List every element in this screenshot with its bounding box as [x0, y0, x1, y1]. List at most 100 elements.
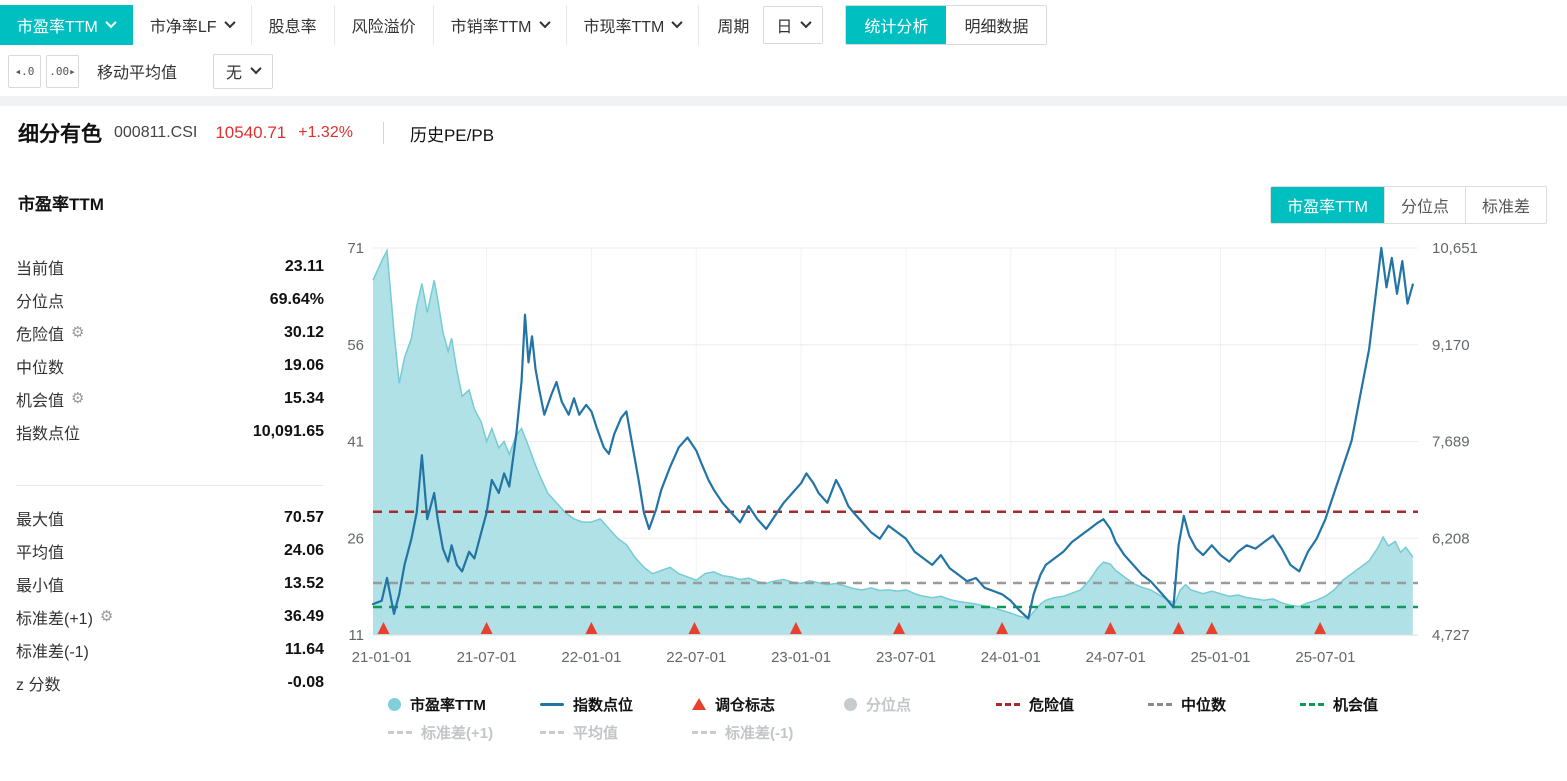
svg-text:4,727: 4,727 — [1432, 627, 1470, 644]
svg-text:7,689: 7,689 — [1432, 434, 1470, 451]
gear-icon[interactable]: ⚙ — [71, 390, 85, 407]
legend-dash-swatch — [996, 702, 1020, 706]
svg-text:56: 56 — [347, 337, 364, 354]
metric-tab-label: 股息率 — [268, 19, 317, 36]
stat-value: -0.08 — [287, 673, 324, 691]
pe-chart[interactable]: 71 10,651 56 9,170 41 7,689 26 6,208 11 4,727 21-0… — [330, 240, 1515, 672]
svg-text:26: 26 — [347, 530, 364, 547]
stat-row: 最大值 70.57 — [16, 501, 324, 534]
legend-label: 指数点位 — [573, 696, 634, 714]
metric-tab-2[interactable]: 市净率LF — [132, 5, 252, 45]
chart-legend: 市盈率TTM 指数点位 调仓标志 分位点 危险值 中位数 机会值标准差(+1) 平均值 标准差(… — [388, 690, 1473, 746]
svg-text:21-01-01: 21-01-01 — [352, 649, 412, 666]
stat-label-text: 平均值 — [16, 544, 65, 562]
metric-tab-3[interactable]: 股息率 — [251, 5, 335, 45]
view-tab-1[interactable]: 统计分析 — [846, 6, 947, 44]
metric-tab-1[interactable]: 市盈率TTM — [0, 5, 133, 45]
stat-row: 标准差(-1) 11.64 — [16, 633, 324, 666]
legend-label: 标准差(+1) — [421, 724, 494, 742]
svg-text:23-01-01: 23-01-01 — [771, 649, 831, 666]
stat-label-text: 最大值 — [16, 511, 65, 529]
stat-label-text: 危险值 — [16, 326, 65, 344]
view-tabs-group: 统计分析 明细数据 — [845, 5, 1048, 45]
stat-value: 10,091.65 — [252, 422, 324, 440]
stat-label: 机会值 ⚙ — [16, 387, 84, 411]
stat-value: 69.64% — [269, 290, 324, 308]
legend-line-swatch — [540, 702, 564, 706]
stat-label: z 分数 — [16, 671, 60, 695]
stat-row: z 分数 -0.08 — [16, 666, 324, 699]
moving-average-select[interactable]: 无 — [213, 53, 274, 89]
divider — [382, 122, 384, 144]
index-name: 细分有色 — [18, 123, 102, 146]
legend-circle-swatch — [388, 697, 401, 711]
legend-label: 标准差(-1) — [725, 724, 794, 742]
section-tab-3[interactable]: 标准差 — [1464, 187, 1546, 223]
index-change: +1.32% — [298, 124, 353, 141]
stat-row: 最小值 13.52 — [16, 567, 324, 600]
metric-tab-label: 市销率TTM — [450, 19, 532, 36]
view-tab-2[interactable]: 明细数据 — [946, 6, 1047, 44]
metric-tabs-group: 市盈率TTM 市净率LF 股息率 风险溢价 市销率TTM 市现率TTM — [0, 5, 700, 45]
legend-dash-swatch — [388, 730, 412, 734]
metric-tab-5[interactable]: 市销率TTM — [433, 5, 567, 45]
legend-item-1[interactable]: 市盈率TTM — [388, 690, 540, 718]
gear-icon[interactable]: ⚙ — [99, 608, 114, 625]
section-tab-2[interactable]: 分位点 — [1383, 187, 1465, 223]
legend-item-6[interactable]: 中位数 — [1148, 690, 1300, 718]
stat-label-text: 中位数 — [16, 359, 65, 377]
gear-icon[interactable]: ⚙ — [71, 324, 85, 341]
stat-label-text: 标准差(-1) — [16, 643, 89, 661]
stat-label-text: z 分数 — [16, 676, 61, 694]
pe-chart-svg: 71 10,651 56 9,170 41 7,689 26 6,208 11 4,727 21-0… — [347, 240, 1478, 666]
stat-label-text: 指数点位 — [16, 425, 81, 443]
legend-dash-swatch — [1148, 702, 1172, 706]
legend-item-4[interactable]: 分位点 — [844, 690, 996, 718]
legend-item-5[interactable]: 危险值 — [996, 690, 1148, 718]
history-pepb-link[interactable]: 历史PE/PB — [409, 125, 495, 145]
period-label: 周期 — [717, 19, 750, 36]
section-tab-1[interactable]: 市盈率TTM — [1271, 187, 1384, 223]
stat-value: 24.06 — [283, 541, 324, 559]
metric-tab-label: 市净率LF — [149, 19, 217, 36]
svg-text:24-07-01: 24-07-01 — [1086, 649, 1146, 666]
stat-row: 危险值 ⚙ 30.12 — [16, 316, 324, 349]
svg-text:11: 11 — [348, 627, 364, 644]
legend-circle-swatch — [844, 697, 857, 711]
decimal-decrease-button[interactable]: ◂.0 — [8, 54, 41, 88]
decimal-increase-button[interactable]: .00▸ — [46, 54, 79, 88]
legend-item-3[interactable]: 调仓标志 — [692, 690, 844, 718]
svg-text:25-01-01: 25-01-01 — [1190, 649, 1250, 666]
legend-item-10[interactable]: 标准差(-1) — [692, 718, 844, 746]
stat-value: 15.34 — [283, 389, 324, 407]
stat-label: 分位点 — [16, 288, 64, 312]
legend-item-9[interactable]: 平均值 — [540, 718, 692, 746]
svg-text:22-07-01: 22-07-01 — [666, 649, 726, 666]
stat-label-text: 最小值 — [16, 577, 65, 595]
legend-item-7[interactable]: 机会值 — [1300, 690, 1452, 718]
chevron-down-icon — [671, 16, 684, 28]
stat-row: 机会值 ⚙ 15.34 — [16, 382, 324, 415]
index-price: 10540.71 — [215, 123, 287, 142]
legend-label: 机会值 — [1333, 696, 1379, 714]
legend-dash-swatch — [692, 730, 716, 734]
chevron-down-icon — [223, 16, 236, 28]
legend-item-2[interactable]: 指数点位 — [540, 690, 692, 718]
chevron-down-icon — [538, 16, 551, 28]
period-select[interactable]: 日 — [763, 6, 824, 44]
metric-tab-6[interactable]: 市现率TTM — [566, 5, 700, 45]
stat-value: 19.06 — [283, 356, 324, 374]
legend-label: 市盈率TTM — [410, 696, 486, 714]
stat-label: 平均值 — [16, 539, 64, 563]
stat-value: 30.12 — [283, 323, 324, 341]
legend-dash-swatch — [540, 730, 564, 734]
stats-group-divider — [16, 485, 324, 486]
metric-tab-4[interactable]: 风险溢价 — [334, 5, 434, 45]
chevron-down-icon — [250, 62, 262, 74]
legend-item-8[interactable]: 标准差(+1) — [388, 718, 540, 746]
stat-value: 11.64 — [284, 640, 324, 658]
svg-text:71: 71 — [347, 240, 364, 257]
stat-value: 13.52 — [283, 574, 324, 592]
stat-label: 最小值 — [16, 572, 64, 596]
